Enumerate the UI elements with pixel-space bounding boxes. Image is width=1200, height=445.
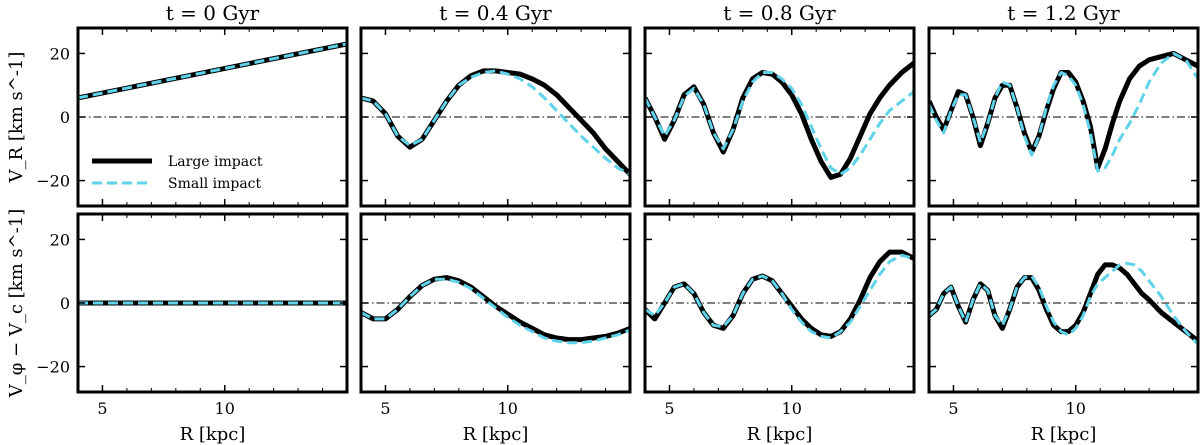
- panel-r0-c1: [359, 26, 632, 208]
- small-impact-line: [78, 42, 347, 100]
- x-tick-label: 10: [498, 399, 518, 418]
- panel-title: t = 0.8 Gyr: [723, 1, 836, 25]
- panels: −20 0 20 5 10 −20 0 20 5 10 5 10 5 10 t = 0 Gyr t = 0.4…: [6, 1, 1200, 445]
- panel-r1-c2: 5 10: [643, 212, 916, 418]
- y-tick-label: 20: [50, 230, 70, 249]
- large-impact-line: [645, 249, 914, 339]
- x-tick-label: 5: [948, 399, 958, 418]
- y-tick-label: 0: [60, 108, 70, 127]
- small-impact-line: [645, 71, 914, 176]
- small-impact-line: [361, 69, 630, 176]
- x-tick-label: 5: [664, 399, 674, 418]
- legend-label: Small impact: [168, 176, 262, 192]
- large-impact-line: [361, 68, 630, 176]
- panel-r1-c3: 5 10: [927, 212, 1200, 418]
- panel-r0-c2: [643, 26, 916, 208]
- y-tick-label: 0: [60, 294, 70, 313]
- small-impact-line: [929, 51, 1198, 173]
- panel-r1-c1: 5 10: [359, 212, 632, 418]
- panel-title: t = 0 Gyr: [166, 1, 260, 25]
- y-tick-label: −20: [36, 358, 70, 377]
- panel-title: t = 1.2 Gyr: [1007, 1, 1120, 25]
- small-impact-line: [361, 277, 630, 345]
- x-axis-label: R [kpc]: [463, 424, 529, 445]
- small-impact-line: [929, 261, 1198, 346]
- y-axis-label: V_φ − V_c [km s^-1]: [6, 209, 27, 399]
- panel-title: t = 0.4 Gyr: [439, 1, 552, 25]
- x-axis-label: R [kpc]: [1031, 424, 1097, 445]
- small-impact-line: [645, 253, 914, 340]
- y-axis-label: V_R [km s^-1]: [6, 52, 27, 184]
- panel-r0-c0: −20 0 20: [36, 26, 349, 208]
- large-impact-line: [645, 61, 914, 180]
- y-tick-label: −20: [36, 172, 70, 191]
- legend: Large impact Small impact: [92, 154, 263, 192]
- x-tick-label: 10: [782, 399, 802, 418]
- legend-label: Large impact: [168, 154, 263, 170]
- x-tick-label: 10: [215, 399, 235, 418]
- panel-r0-c3: [927, 26, 1200, 208]
- panel-r1-c0: 5 10 −20 0 20: [36, 212, 349, 418]
- y-tick-label: 20: [50, 44, 70, 63]
- x-axis-label: R [kpc]: [180, 424, 246, 445]
- x-tick-label: 10: [1066, 399, 1086, 418]
- x-tick-label: 5: [97, 399, 107, 418]
- x-axis-label: R [kpc]: [747, 424, 813, 445]
- x-tick-label: 5: [380, 399, 390, 418]
